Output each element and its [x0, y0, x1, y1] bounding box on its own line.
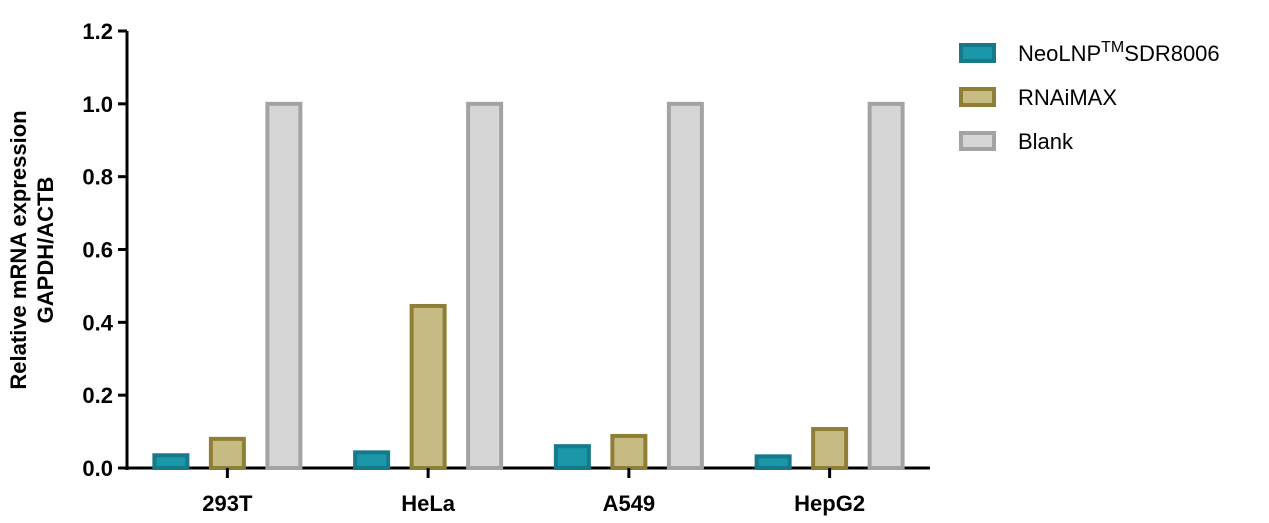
x-tick-label: HepG2	[794, 491, 865, 516]
y-tick-label: 0.6	[82, 238, 113, 263]
legend: NeoLNPTMSDR8006 RNAiMAX Blank	[959, 39, 1220, 154]
y-tick-label: 1.0	[82, 92, 113, 117]
bars	[152, 101, 905, 471]
legend-label-neolnp: NeoLNPTMSDR8006	[1018, 39, 1220, 66]
legend-label-rnaimax: RNAiMAX	[1018, 85, 1117, 110]
bar-blank-hela	[466, 101, 504, 470]
bar-neolnp-hepg2	[754, 454, 792, 471]
bar-rnaimax-293t	[208, 436, 246, 471]
x-tick-labels: 293T HeLa A549 HepG2	[202, 468, 865, 516]
y-tick-label: 0.2	[82, 383, 113, 408]
y-tick-labels: 0.0 0.2 0.4 0.6 0.8 1.0 1.2	[82, 19, 127, 481]
legend-swatch-rnaimax	[959, 87, 996, 107]
y-tick-label: 0.4	[82, 310, 113, 335]
axes	[125, 31, 930, 470]
y-axis-title-line2: GAPDH/ACTB	[33, 177, 58, 324]
legend-swatch-blank	[959, 131, 996, 151]
bar-rnaimax-a549	[610, 433, 648, 471]
bar-blank-293t	[265, 101, 303, 470]
bar-rnaimax-hela	[409, 303, 447, 470]
x-tick-label: A549	[603, 491, 656, 516]
bar-rnaimax-hepg2	[811, 427, 849, 471]
bar-neolnp-293t	[152, 453, 190, 471]
y-axis-title: Relative mRNA expression GAPDH/ACTB	[6, 110, 58, 389]
y-tick-label: 0.8	[82, 165, 113, 190]
y-axis-title-line1: Relative mRNA expression	[6, 110, 31, 389]
bar-blank-a549	[666, 101, 704, 470]
y-tick-label: 1.2	[82, 19, 113, 44]
bar-blank-hepg2	[867, 101, 905, 470]
legend-label-blank: Blank	[1018, 129, 1074, 154]
x-tick-label: HeLa	[401, 491, 456, 516]
bar-neolnp-hela	[353, 450, 391, 470]
legend-swatch-neolnp	[959, 43, 996, 63]
bar-neolnp-a549	[553, 444, 591, 470]
y-tick-label: 0.0	[82, 456, 113, 481]
x-tick-label: 293T	[202, 491, 253, 516]
